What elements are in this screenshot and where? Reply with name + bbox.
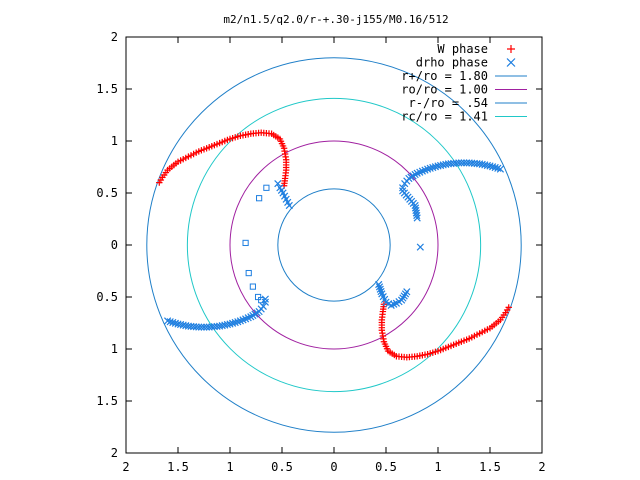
drho-phase-point — [434, 162, 442, 170]
x-tick-label: 2 — [122, 460, 129, 474]
drho-phase-point — [228, 319, 237, 327]
square-point — [258, 297, 265, 304]
drho-phase-point — [378, 290, 386, 298]
drho-phase-point — [223, 320, 232, 329]
y-tick-label: 0.5 — [96, 186, 118, 200]
x-tick-label: 1 — [434, 460, 441, 474]
legend-marker — [507, 45, 515, 53]
y-tick-label: 0.5 — [96, 290, 118, 304]
legend-label: ro/ro = 1.00 — [401, 83, 488, 97]
drho-phase-point — [488, 163, 497, 171]
drho-phase-point — [431, 163, 440, 171]
y-tick-label: 2 — [111, 30, 118, 44]
drho-phase-point — [413, 214, 421, 222]
reference-circles — [146, 57, 522, 433]
drho-phase-point — [494, 164, 502, 172]
legend-label: drho phase — [416, 56, 488, 70]
drho-phase-point — [429, 163, 437, 172]
x-tick-label: 1.5 — [167, 460, 189, 474]
drho-phase-point — [375, 283, 384, 291]
square-point — [245, 269, 252, 277]
drho-phase-point — [460, 159, 468, 167]
legend-label: rc/ro = 1.41 — [401, 110, 488, 124]
drho-phase-point — [462, 159, 471, 167]
y-tick-label: 1.5 — [96, 394, 118, 408]
drho-phase-point — [399, 184, 407, 192]
reference-circle — [229, 140, 439, 350]
drho-phase-point — [285, 201, 293, 210]
drho-phase-point — [163, 317, 172, 325]
y-tick-label: 2 — [111, 446, 118, 460]
drho-phase-point — [376, 285, 384, 293]
drho-phase-point — [491, 163, 499, 172]
x-tick-label: 1 — [226, 460, 233, 474]
drho-phase-point — [261, 295, 269, 303]
drho-phase-point — [259, 302, 267, 310]
x-tick-label: 1.5 — [479, 460, 501, 474]
y-tick-label: 1 — [111, 342, 118, 356]
drho-phase-point — [195, 323, 203, 331]
y-tick-label: 1.5 — [96, 82, 118, 96]
legend-marker — [506, 58, 516, 67]
drho-phase-point — [169, 318, 177, 327]
y-tick-label: 1 — [111, 134, 118, 148]
data-markers — [156, 129, 512, 361]
legend-label: W phase — [437, 42, 488, 56]
legend-label: r+/ro = 1.80 — [401, 69, 488, 83]
drho-phase-point — [261, 298, 269, 306]
legend-label: r-/ro = .54 — [409, 96, 488, 110]
square-point — [254, 293, 262, 301]
chart-title: m2/n1.5/q2.0/r-+.30-j155/M0.16/512 — [223, 13, 448, 26]
drho-phase-point — [375, 280, 383, 289]
drho-phase-point — [234, 318, 242, 326]
drho-phase-point — [226, 320, 234, 328]
drho-phase-point — [416, 243, 424, 251]
reference-circle — [146, 57, 522, 433]
square-point — [256, 195, 263, 202]
drho-phase-point — [231, 318, 239, 327]
drho-phase-point — [197, 323, 206, 331]
x-tick-label: 2 — [538, 460, 545, 474]
y-tick-label: 0 — [111, 238, 118, 252]
axes: 2 1.5 1 0.5 0 0.5 1 1.5 221.510.500.511.52 — [96, 30, 545, 474]
square-point — [263, 184, 270, 191]
x-tick-label: 0 — [330, 460, 337, 474]
drho-phase-point — [413, 211, 421, 220]
drho-phase-point — [465, 159, 473, 167]
drho-phase-point — [274, 180, 282, 188]
reference-circle — [186, 97, 482, 393]
square-point — [249, 283, 256, 290]
square-point — [242, 239, 249, 247]
drho-phase-point — [496, 165, 505, 173]
reference-circle — [277, 188, 391, 302]
drho-phase-point — [377, 287, 385, 296]
drho-phase-point — [401, 180, 409, 188]
drho-phase-point — [166, 318, 174, 326]
x-tick-label: 0.5 — [271, 460, 293, 474]
drho-phase-point — [200, 323, 208, 331]
drho-phase-point — [436, 161, 445, 170]
drho-phase-point — [171, 319, 180, 327]
drho-phase-point — [426, 164, 434, 172]
x-tick-label: 0.5 — [375, 460, 397, 474]
